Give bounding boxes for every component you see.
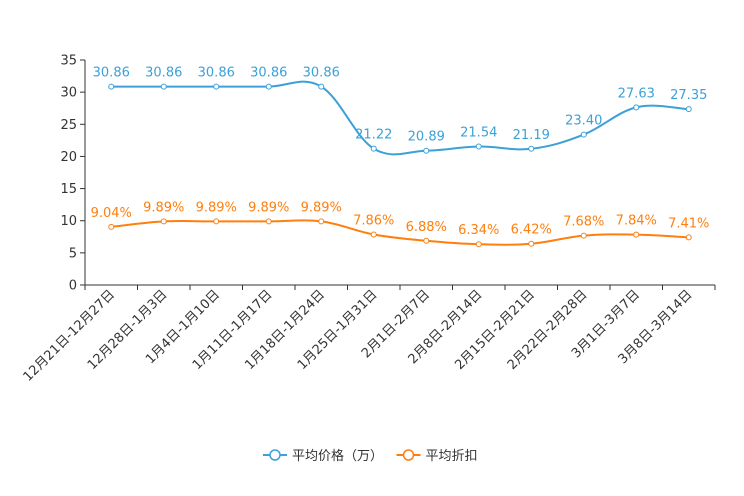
data-label: 21.22	[355, 128, 392, 143]
data-label: 6.42%	[511, 223, 552, 238]
data-label: 21.54	[460, 126, 497, 141]
data-label: 30.86	[145, 66, 182, 81]
data-label: 7.41%	[668, 216, 709, 231]
data-point[interactable]	[318, 83, 325, 90]
chart-data-labels: 30.86 30.86 30.86 30.86 30.86 21.22 20.89 21.54…	[91, 66, 710, 239]
data-point[interactable]	[160, 218, 167, 225]
data-point[interactable]	[528, 145, 535, 152]
legend-label-1[interactable]: 平均价格（万）	[292, 448, 383, 464]
data-label: 9.89%	[196, 200, 237, 215]
y-tick-label: 30	[60, 86, 77, 101]
data-label: 7.84%	[616, 214, 657, 229]
data-point[interactable]	[580, 131, 587, 138]
data-label: 9.04%	[91, 206, 132, 221]
data-point[interactable]	[633, 231, 640, 238]
series-line-2	[111, 219, 689, 246]
data-point[interactable]	[475, 143, 482, 150]
data-label: 6.88%	[406, 220, 447, 235]
y-tick-label: 10	[60, 214, 77, 229]
legend-label-2[interactable]: 平均折扣	[426, 449, 478, 464]
data-label: 30.86	[93, 66, 130, 81]
data-label: 6.34%	[458, 223, 499, 238]
legend-marker-icon	[269, 449, 281, 461]
y-tick-label: 5	[69, 246, 77, 261]
x-tick-label: 12月21日-12月27日	[21, 287, 118, 384]
data-point[interactable]	[423, 147, 430, 154]
data-label: 21.19	[513, 128, 550, 143]
data-label: 27.63	[618, 86, 655, 101]
data-point[interactable]	[685, 106, 692, 113]
data-point[interactable]	[633, 104, 640, 111]
data-point[interactable]	[318, 218, 325, 225]
data-label: 30.86	[198, 66, 235, 81]
data-point[interactable]	[528, 240, 535, 247]
chart-series	[108, 80, 692, 248]
legend-marker-icon	[402, 449, 415, 461]
data-label: 7.68%	[563, 215, 604, 230]
y-tick-label: 15	[60, 182, 77, 197]
data-point[interactable]	[265, 218, 272, 225]
data-point[interactable]	[160, 83, 167, 90]
data-point[interactable]	[265, 83, 272, 90]
data-label: 9.89%	[301, 200, 342, 215]
data-point[interactable]	[685, 234, 692, 241]
data-label: 7.86%	[353, 213, 394, 228]
data-label: 23.40	[565, 114, 602, 129]
y-tick-label: 0	[69, 279, 77, 294]
data-label: 20.89	[408, 130, 445, 145]
data-point[interactable]	[423, 237, 430, 244]
data-point[interactable]	[108, 83, 115, 90]
data-point[interactable]	[213, 218, 220, 225]
y-tick-label: 20	[60, 150, 77, 165]
data-label: 9.89%	[248, 200, 289, 215]
data-point[interactable]	[475, 241, 482, 248]
data-label: 30.86	[303, 66, 340, 81]
chart-legend[interactable]: 平均价格（万） 平均折扣	[263, 448, 478, 464]
data-point[interactable]	[580, 232, 587, 239]
data-point[interactable]	[370, 145, 377, 152]
y-tick-label: 35	[60, 54, 77, 69]
y-tick-label: 25	[60, 118, 77, 133]
data-point[interactable]	[108, 223, 115, 230]
data-label: 27.35	[670, 88, 707, 103]
data-point[interactable]	[213, 83, 220, 90]
data-point[interactable]	[370, 231, 377, 238]
data-label: 9.89%	[143, 200, 184, 215]
data-label: 30.86	[250, 66, 287, 81]
